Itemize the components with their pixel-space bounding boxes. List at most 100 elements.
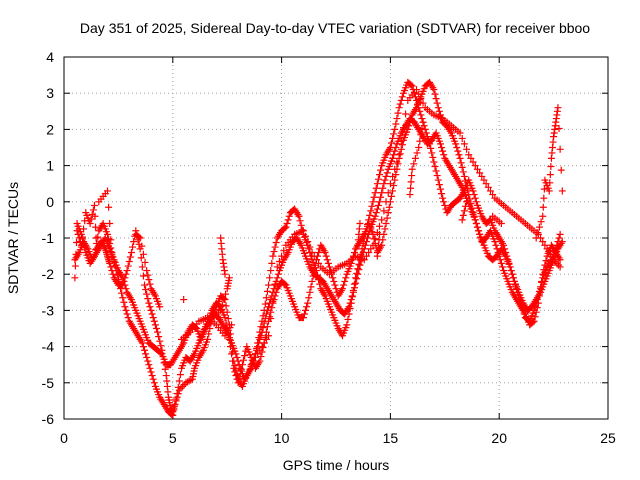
data-point: [556, 256, 564, 264]
x-tick-label: 20: [491, 430, 507, 446]
grid: [64, 57, 608, 419]
data-point: [558, 187, 566, 195]
data-point: [145, 299, 153, 307]
data-point: [371, 235, 379, 243]
data-point: [125, 258, 133, 266]
data-point: [123, 267, 131, 275]
data-point: [256, 335, 264, 343]
data-point: [233, 353, 241, 361]
data-point: [111, 262, 119, 270]
data-point: [305, 294, 313, 302]
data-point: [217, 306, 225, 314]
data-point: [441, 201, 449, 209]
data-point: [247, 361, 255, 369]
data-point: [353, 275, 361, 283]
data-point: [408, 172, 416, 180]
data-point: [384, 189, 392, 197]
data-point: [146, 303, 154, 311]
data-point: [404, 125, 412, 133]
data-point: [547, 163, 555, 171]
data-point: [495, 252, 503, 260]
data-point: [537, 285, 545, 293]
data-point: [435, 181, 443, 189]
data-point: [407, 81, 415, 89]
data-point: [256, 346, 264, 354]
data-point: [106, 220, 114, 228]
data-point: [380, 207, 388, 215]
data-point: [114, 276, 122, 284]
data-point: [392, 144, 400, 151]
data-point: [345, 303, 353, 311]
x-tick-label: 10: [274, 430, 290, 446]
data-point: [269, 252, 277, 260]
data-point: [393, 115, 401, 123]
data-point: [433, 172, 441, 180]
data-point: [187, 376, 195, 384]
data-point: [406, 118, 414, 126]
data-point: [143, 353, 151, 361]
data-point: [120, 277, 128, 285]
y-tick-label: 1: [46, 158, 54, 174]
data-point: [385, 203, 393, 211]
data-point: [299, 314, 307, 322]
data-point: [391, 125, 399, 133]
data-point: [260, 319, 268, 327]
data-point: [352, 279, 360, 287]
data-point: [535, 292, 543, 300]
data-point: [379, 184, 387, 192]
data-point: [469, 187, 477, 195]
data-point: [176, 371, 184, 379]
data-point: [459, 211, 467, 219]
data-point: [539, 203, 547, 211]
data-point: [392, 120, 400, 128]
data-point: [468, 204, 476, 212]
y-axis-label: SDTVAR / TECUs: [5, 182, 21, 294]
data-point: [555, 124, 563, 132]
data-point: [172, 395, 180, 403]
data-point: [171, 401, 179, 409]
data-point: [391, 165, 399, 173]
data-point: [222, 319, 230, 327]
data-point: [348, 292, 356, 300]
data-point: [484, 183, 492, 191]
series-trace-2: [71, 115, 566, 383]
data-point: [391, 176, 399, 184]
data-point: [380, 180, 388, 188]
series-trace-spikes: [217, 104, 566, 278]
data-point: [554, 261, 562, 269]
data-point: [460, 207, 468, 215]
data-point: [532, 308, 540, 316]
data-point: [142, 286, 150, 294]
data-point: [461, 202, 469, 210]
data-point: [141, 258, 149, 266]
data-point: [142, 350, 150, 358]
y-tick-label: -5: [42, 375, 55, 391]
data-point: [415, 144, 423, 151]
data-point: [349, 288, 357, 296]
data-point: [436, 140, 444, 148]
data-point: [440, 198, 448, 206]
data-point: [302, 232, 310, 240]
x-tick-label: 15: [383, 430, 399, 446]
data-point: [231, 368, 239, 376]
data-point: [147, 306, 155, 314]
data-point: [382, 220, 390, 228]
data-point: [344, 315, 352, 323]
data-point: [440, 151, 448, 159]
data-point: [107, 244, 115, 252]
data-point: [146, 364, 154, 372]
data-point: [427, 144, 435, 152]
x-tick-label: 0: [60, 430, 68, 446]
data-point: [376, 222, 384, 230]
data-point: [119, 294, 127, 302]
data-point: [360, 256, 368, 264]
data-point: [78, 235, 86, 243]
data-point: [372, 184, 380, 192]
data-point: [405, 122, 413, 130]
data-point: [156, 303, 164, 311]
data-point: [472, 198, 480, 206]
data-point: [308, 248, 316, 256]
data-point: [356, 220, 364, 228]
data-point: [71, 262, 79, 270]
